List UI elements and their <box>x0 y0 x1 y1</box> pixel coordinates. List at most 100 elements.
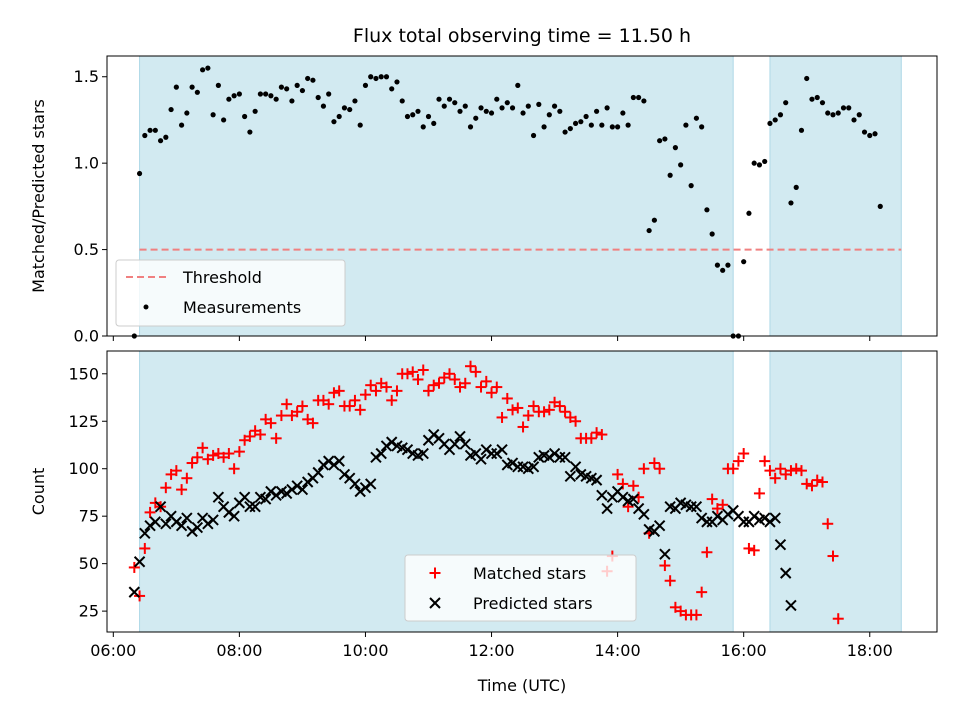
matched-star-point <box>428 379 440 391</box>
matched-star-point <box>790 463 802 475</box>
predicted-star-point-b <box>590 474 603 486</box>
predicted-star-point <box>359 481 372 494</box>
measurement-point <box>693 115 700 121</box>
predicted-star-point-b <box>386 436 398 448</box>
predicted-star-point-b <box>228 510 240 522</box>
matched-star-point <box>811 474 823 486</box>
predicted-star-point-b <box>580 470 592 483</box>
measurement-point <box>593 108 600 114</box>
matched-star-point <box>470 366 482 378</box>
ratio-panel-frame <box>106 55 938 337</box>
predicted-star-point <box>774 538 787 551</box>
predicted-star-point-b <box>333 455 345 467</box>
y-tick-label: 125 <box>68 412 99 431</box>
predicted-star-point-b <box>370 451 382 464</box>
measurement-point <box>226 96 232 102</box>
measurement-point <box>157 138 164 144</box>
matched-star-point <box>554 400 566 412</box>
measurement-point <box>257 91 263 97</box>
measurement-point <box>819 100 826 106</box>
predicted-star-point-b <box>223 506 235 519</box>
measurement-point <box>178 122 185 128</box>
predicted-star-point-b <box>454 430 466 443</box>
measurement-point <box>389 86 395 92</box>
predicted-star-point-b <box>695 512 708 524</box>
measurement-point <box>147 127 153 133</box>
matched-star-point <box>664 575 676 587</box>
matched-star-point <box>522 410 534 422</box>
measurement-point <box>567 125 573 132</box>
matched-star-point <box>512 402 524 414</box>
predicted-star-point <box>548 447 561 460</box>
matched-star-point <box>591 427 603 439</box>
predicted-star-point-b <box>359 481 372 494</box>
predicted-star-point-b <box>480 444 492 456</box>
predicted-star-point-b <box>538 449 550 462</box>
matched-star-point <box>570 415 582 427</box>
predicted-star-point-b <box>343 472 356 484</box>
predicted-star-point-b <box>139 527 151 539</box>
measurement-point <box>657 138 663 144</box>
measurement-point <box>268 93 274 99</box>
predicted-star-point <box>659 548 671 560</box>
measurement-point <box>242 113 248 120</box>
measurement-point <box>415 108 421 114</box>
predicted-star-point-b <box>774 538 787 551</box>
measurement-point <box>620 110 626 116</box>
predicted-star-point-b <box>154 500 167 513</box>
predicted-stars-points <box>128 428 797 612</box>
predicted-star-point <box>627 493 640 505</box>
matched-star-point <box>701 546 713 558</box>
predicted-star-point-b <box>128 586 141 598</box>
measurement-point <box>446 96 453 102</box>
matched-legend-label: Matched stars <box>473 564 586 583</box>
predicted-star-point <box>454 430 466 443</box>
predicted-star-point-b <box>643 523 655 536</box>
matched-star-point <box>449 373 461 385</box>
matched-star-point <box>738 448 750 460</box>
y-tick-label: 100 <box>68 459 99 478</box>
measurement-point <box>194 89 200 95</box>
predicted-star-point-b <box>212 491 225 503</box>
measurement-point <box>420 124 426 130</box>
predicted-star-point-b <box>596 489 608 502</box>
matched-star-point <box>706 493 718 505</box>
measurement-point <box>504 100 510 106</box>
predicted-star-point <box>590 474 603 486</box>
matched-star-point <box>134 590 146 602</box>
predicted-star-point <box>349 478 361 490</box>
measurement-point <box>373 75 379 82</box>
measurement-point <box>331 119 337 125</box>
y-tick-label: 150 <box>68 364 99 383</box>
predicted-star-point-b <box>175 519 188 532</box>
matched-star-point <box>354 404 366 416</box>
predicted-star-point-b <box>249 500 261 513</box>
predicted-star-point-b <box>207 514 219 526</box>
predicted-star-point-b <box>785 599 797 612</box>
measurement-point <box>667 172 673 178</box>
measurement-point <box>720 267 726 273</box>
predicted-star-point <box>139 527 151 539</box>
measurement-point <box>814 94 820 101</box>
predicted-star-point-b <box>575 468 587 481</box>
measurement-point <box>173 84 179 90</box>
measurement-point <box>714 262 721 268</box>
predicted-star-point <box>291 480 303 492</box>
predicted-star-point-b <box>186 525 198 538</box>
measurement-point <box>662 136 668 142</box>
matched-star-point <box>344 400 356 412</box>
matched-star-point <box>328 387 340 399</box>
predicted-legend-swatch <box>429 597 441 609</box>
measurement-point <box>846 105 852 111</box>
measurement-point <box>221 117 227 123</box>
measurement-point <box>205 65 211 71</box>
predicted-star-point-b <box>301 476 314 488</box>
matched-star-point <box>407 366 419 378</box>
matched-star-point <box>444 368 456 380</box>
matched-star-point <box>391 385 403 397</box>
predicted-star-point-b <box>196 512 209 524</box>
predicted-star-point-b <box>275 485 288 498</box>
measurement-point <box>284 86 290 92</box>
predicted-star-point-b <box>653 519 666 532</box>
matched-star-point <box>638 463 650 475</box>
